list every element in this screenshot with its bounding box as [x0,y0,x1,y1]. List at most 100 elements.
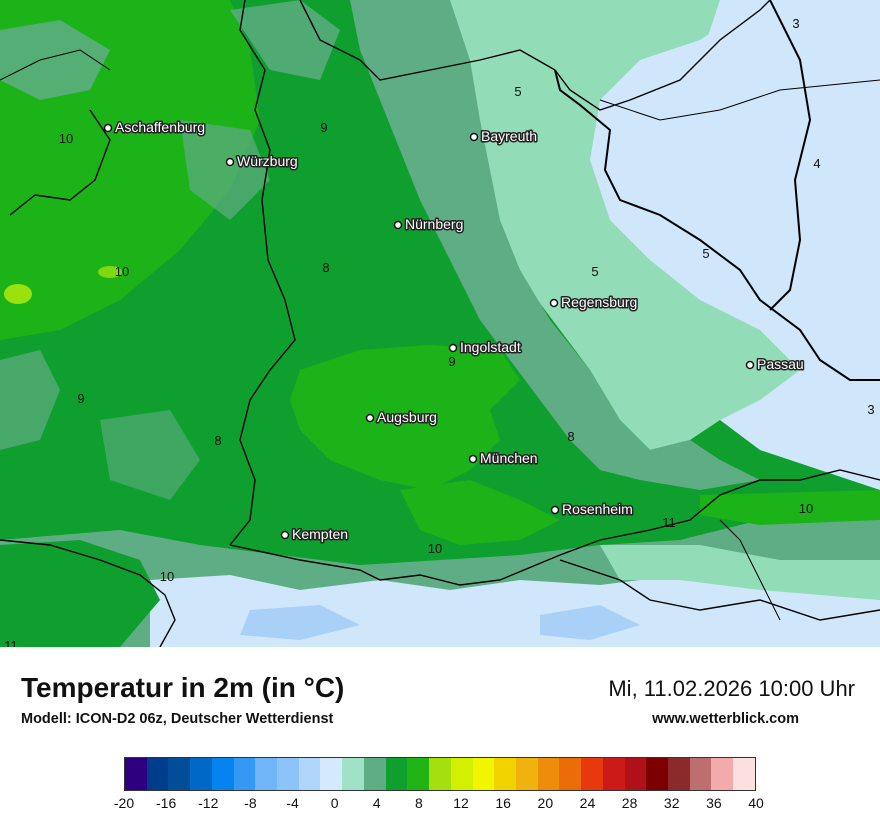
legend-swatch [255,758,278,790]
legend-swatch [646,758,668,790]
legend-tick-label: 12 [453,795,469,811]
border-thuringia [299,0,556,81]
isotherm-label: 9 [320,120,327,135]
legend-tick-label: 32 [663,795,680,811]
legend-swatch [733,758,755,790]
city-label: Bayreuth [481,128,537,144]
isotherm-label: 8 [567,429,574,444]
border-thin [0,49,880,621]
legend-swatch [277,758,299,790]
legend-swatch [711,758,734,790]
legend-swatch [624,758,647,790]
zone-lime-spot-2 [98,266,122,278]
border-czech [554,0,880,381]
city-dot-icon [225,157,235,167]
color-scale-legend [124,757,756,791]
legend-swatch [298,758,321,790]
border-saxony [554,0,771,111]
legend-tick-label: -8 [244,795,257,811]
color-scale-ticks: -20 -16 -12 -8 -4 0 4 8 12 16 20 24 28 32 36 40 [114,795,764,815]
city-label: Würzburg [237,153,298,169]
legend-tick-label: 20 [537,795,554,811]
zone-grey-green-patch-2 [230,0,340,80]
legend-tick-label: 8 [415,795,423,811]
legend-swatch [689,758,712,790]
city-dot-icon [280,530,290,540]
legend-swatch [559,758,582,790]
city-label: Nürnberg [405,216,463,232]
legend-tick-label: -16 [156,795,177,811]
legend-swatch [233,758,256,790]
legend-swatch [515,758,538,790]
isotherm-label: 9 [448,354,455,369]
city-marker: Augsburg [365,408,438,427]
legend-swatch [385,758,408,790]
city-label: Augsburg [377,409,437,425]
city-label: München [480,450,538,466]
legend-swatch [407,758,430,790]
city-dot-icon [549,298,559,308]
border-lines [0,0,880,647]
zone-light-green-center-2 [400,480,560,545]
legend-swatch [190,758,212,790]
city-dot-icon [365,413,375,423]
isotherm-label: 8 [214,433,221,448]
isotherm-label: 10 [59,131,73,146]
legend-swatch [168,758,191,790]
zone-grey-green [350,0,760,490]
isotherm-label: 4 [813,156,820,171]
zone-grey-green-patch-3 [180,120,270,220]
forecast-datetime: Mi, 11.02.2026 10:00 Uhr [608,676,855,701]
isotherm-label: 9 [77,391,84,406]
zone-light-blue-alps-2 [540,605,640,640]
isotherm-label: 11 [662,515,676,530]
city-dot-icon [745,360,755,370]
city-marker: Nürnberg [393,215,465,234]
map-title: Temperatur in 2m (in °C) [21,672,345,703]
border-south [229,469,880,586]
city-label: Aschaffenburg [115,119,205,135]
city-dot-icon [393,220,403,230]
zone-light-green-center [290,345,520,490]
isotherm-label: 8 [322,260,329,275]
zone-grey-green-patch-nw [0,20,110,100]
website-link[interactable]: www.wetterblick.com [652,711,799,727]
city-marker: Würzburg [225,152,299,171]
zone-mint [440,0,800,450]
isotherm-label: 11 [4,638,18,647]
legend-tick-label: 36 [706,795,722,811]
border-bavaria-hessen [9,109,111,216]
isotherm-label: 5 [702,246,709,261]
city-dot-icon [469,132,479,142]
isotherm-label-layer: 10 9 5 3 4 10 8 5 5 9 9 3 8 8 10 11 10 10 11 [4,16,874,647]
legend-swatch [450,758,473,790]
city-dot-icon [468,454,478,464]
legend-swatch [342,758,364,790]
city-layer: Aschaffenburg Würzburg Bayreuth Nürnberg Reg… [103,118,805,544]
legend-tick-label: 0 [330,795,339,811]
city-label: Kempten [292,526,348,542]
city-label: Regensburg [561,294,637,310]
legend-swatch [537,758,560,790]
zone-green-alpband [700,490,880,525]
legend-tick-label: 16 [495,795,511,811]
zone-pale-blue-patch [700,0,880,100]
zone-green-sw [0,540,160,647]
isotherm-label: 3 [792,16,799,31]
city-marker: München [468,449,539,468]
zone-grey-green-patch-w2 [100,410,200,500]
legend-swatch [146,758,169,790]
city-label: Passau [757,356,804,372]
border-austria-inner [559,559,880,621]
legend-tick-label: 28 [621,795,638,811]
legend-swatch [494,758,516,790]
legend-swatch [320,758,343,790]
city-label: Ingolstadt [460,339,521,355]
isotherm-label: 10 [428,541,442,556]
zone-lime-spot [4,284,32,304]
model-source: Modell: ICON-D2 06z, Deutscher Wetterdie… [21,711,334,727]
legend-tick-label: 4 [372,795,381,811]
legend-swatch [581,758,603,790]
zone-light-blue-alps [240,605,360,640]
legend-swatch [472,758,495,790]
